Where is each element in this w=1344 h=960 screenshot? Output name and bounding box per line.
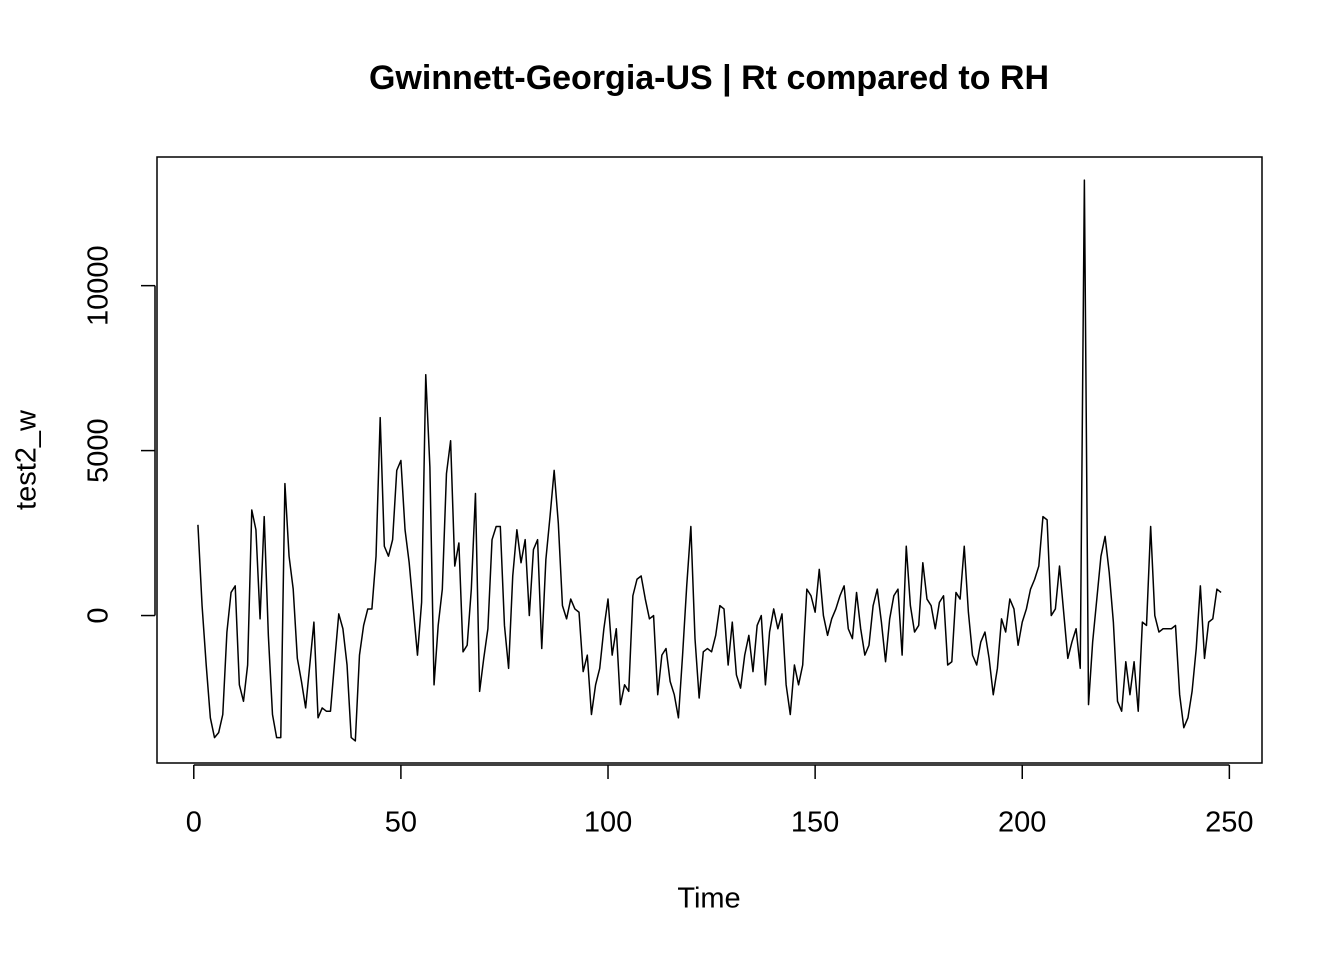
x-tick-label: 150 <box>791 807 839 839</box>
y-tick-label: 5000 <box>83 418 115 483</box>
y-axis-label: test2_w <box>11 409 43 510</box>
x-tick-label: 250 <box>1205 807 1253 839</box>
y-tick-label: 0 <box>83 607 115 623</box>
x-tick-label: 50 <box>385 807 417 839</box>
plot-box <box>156 156 1263 764</box>
chart-title: Gwinnett-Georgia-US | Rt compared to RH <box>369 59 1049 97</box>
x-tick-label: 200 <box>998 807 1046 839</box>
x-tick-label: 0 <box>186 807 202 839</box>
x-tick-label: 100 <box>584 807 632 839</box>
data-line <box>197 179 1222 742</box>
x-axis-label: Time <box>677 883 740 915</box>
y-tick-label: 10000 <box>83 245 115 326</box>
